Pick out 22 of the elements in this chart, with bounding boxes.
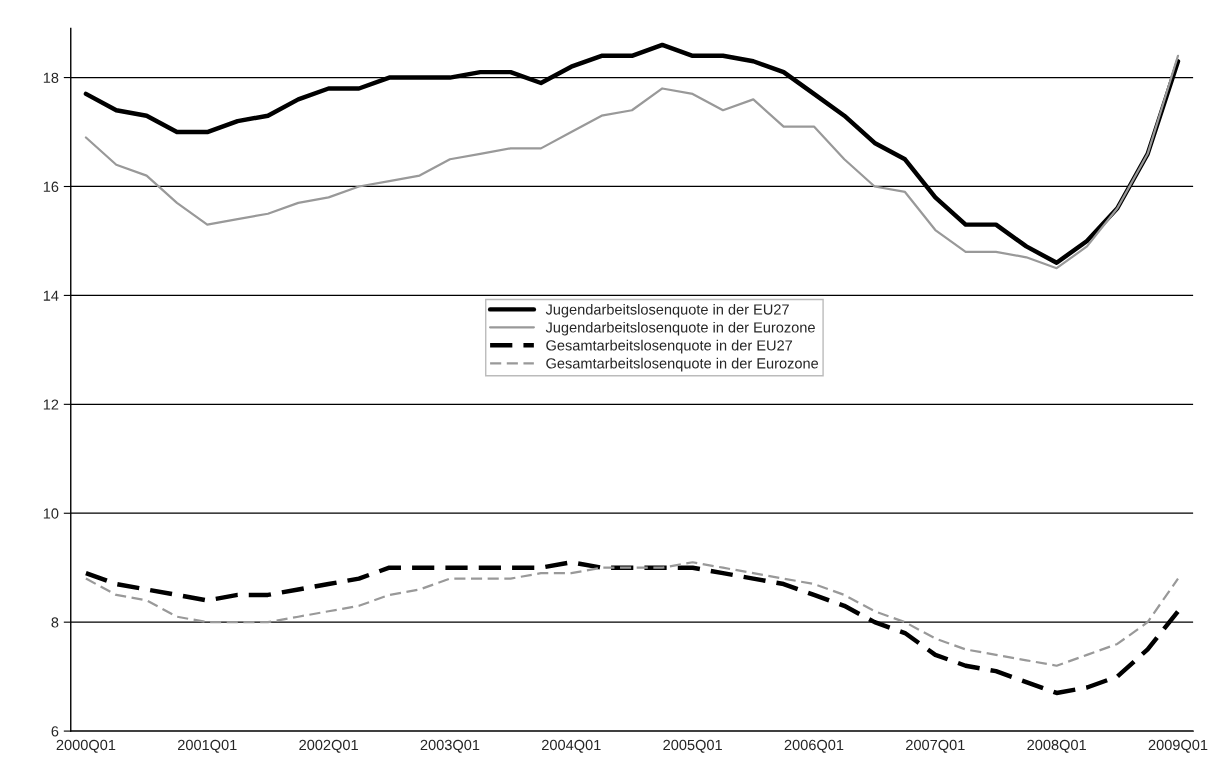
x-tick-label: 2007Q01 <box>906 739 965 753</box>
y-tick-label: 14 <box>43 290 59 301</box>
x-tick-label: 2006Q01 <box>784 739 844 753</box>
legend-label: Gesamtarbeitslosenquote in der EU27 <box>546 339 793 354</box>
legend-label: Jugendarbeitslosenquote in der EU27 <box>545 303 789 318</box>
y-tick-label: 6 <box>51 726 59 737</box>
x-tick-label: 2008Q01 <box>1027 739 1086 753</box>
x-tick-label: 2005Q01 <box>663 739 722 753</box>
x-tick-label: 2003Q01 <box>420 739 480 753</box>
y-tick-label: 10 <box>43 508 59 519</box>
x-tick-label: 2000Q01 <box>56 739 116 753</box>
x-tick-label: 2009Q01 <box>1148 739 1208 753</box>
x-tick-label: 2002Q01 <box>299 739 358 753</box>
y-tick-label: 18 <box>43 72 59 83</box>
legend-label: Jugendarbeitslosenquote in der Eurozone <box>545 321 815 336</box>
legend-label: Gesamtarbeitslosenquote in der Eurozone <box>546 357 819 372</box>
y-tick-label: 16 <box>43 181 59 192</box>
x-tick-label: 2001Q01 <box>178 739 237 753</box>
y-tick-label: 8 <box>51 617 59 628</box>
y-tick-label: 12 <box>43 399 59 410</box>
line-series <box>84 561 1180 667</box>
x-tick-label: 2004Q01 <box>542 739 601 753</box>
